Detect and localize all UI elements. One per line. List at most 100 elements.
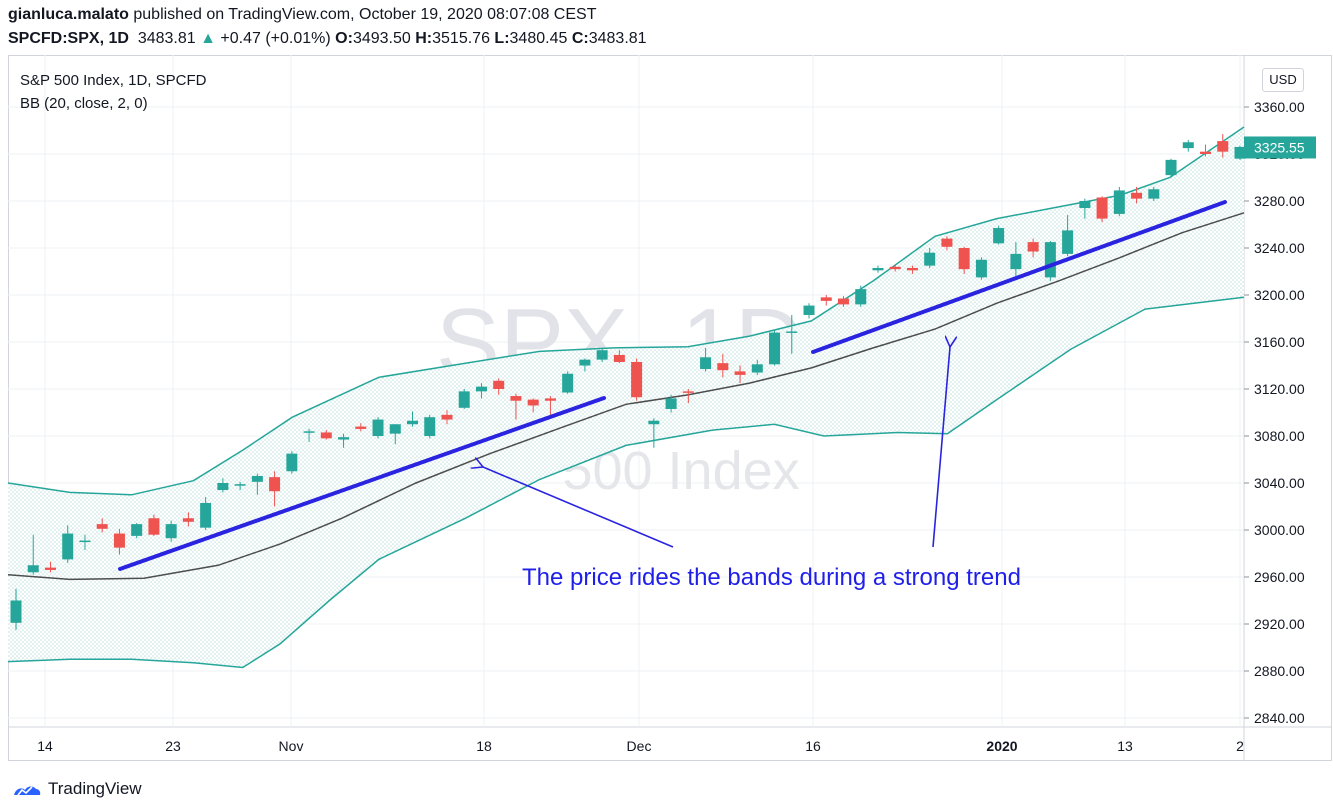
candle[interactable]	[62, 525, 74, 563]
candle-body	[389, 424, 401, 434]
price-tick-label: 2960.00	[1254, 569, 1305, 585]
candle-body	[975, 259, 987, 278]
candle[interactable]	[700, 347, 712, 372]
candles[interactable]	[10, 134, 1246, 630]
chart-frame[interactable]: SPX, 1D S&P 500 Index 3360.003320.003280…	[8, 55, 1332, 761]
candle[interactable]	[562, 371, 574, 394]
candle[interactable]	[10, 588, 22, 630]
candle[interactable]	[217, 478, 229, 493]
candle[interactable]	[113, 528, 125, 555]
candle[interactable]	[355, 423, 367, 432]
candle-body	[544, 398, 556, 401]
publisher-text: published on TradingView.com, October 19…	[128, 6, 597, 23]
candle[interactable]	[44, 561, 56, 573]
candle-body	[113, 533, 125, 548]
candle[interactable]	[527, 398, 539, 413]
candle[interactable]	[941, 236, 953, 251]
candle[interactable]	[544, 396, 556, 415]
high-value: 3515.76	[432, 30, 490, 47]
candle[interactable]	[165, 520, 177, 542]
candle-body	[786, 331, 798, 333]
candle[interactable]	[717, 353, 729, 378]
indicator-legend[interactable]: BB (20, close, 2, 0)	[20, 95, 148, 112]
candle[interactable]	[1044, 240, 1056, 281]
candle[interactable]	[975, 257, 987, 280]
candle[interactable]	[889, 264, 901, 272]
candle[interactable]	[769, 330, 781, 366]
candle[interactable]	[1131, 186, 1143, 204]
candle[interactable]	[751, 359, 763, 375]
candle[interactable]	[786, 314, 798, 354]
candle[interactable]	[96, 518, 108, 533]
candle[interactable]	[269, 471, 281, 507]
candle[interactable]	[1027, 238, 1039, 258]
price-axis[interactable]: 3360.003320.003280.003240.003200.003160.…	[1244, 99, 1316, 726]
candle[interactable]	[441, 410, 453, 425]
candle[interactable]	[1165, 158, 1177, 178]
candle-body	[1131, 192, 1143, 199]
candle[interactable]	[475, 383, 487, 399]
candle[interactable]	[200, 497, 212, 530]
candle[interactable]	[665, 394, 677, 413]
candle[interactable]	[1062, 215, 1074, 257]
candle[interactable]	[579, 358, 591, 372]
candle[interactable]	[1182, 139, 1194, 152]
candle-body	[924, 252, 936, 266]
candle[interactable]	[596, 349, 608, 362]
lower-band	[8, 296, 1245, 669]
currency-button[interactable]: USD	[1262, 68, 1304, 92]
candle[interactable]	[493, 378, 505, 395]
candle[interactable]	[338, 433, 350, 448]
candle[interactable]	[79, 534, 91, 550]
price-tick-label: 3040.00	[1254, 475, 1305, 491]
candle[interactable]	[682, 389, 694, 404]
candle[interactable]	[372, 417, 384, 439]
candle[interactable]	[182, 512, 194, 527]
candle[interactable]	[837, 296, 849, 307]
candlestick-chart[interactable]: SPX, 1D S&P 500 Index 3360.003320.003280…	[8, 55, 1332, 761]
candle[interactable]	[286, 451, 298, 474]
candle[interactable]	[320, 430, 332, 440]
candle-body	[165, 524, 177, 539]
candle[interactable]	[1079, 198, 1091, 219]
footer[interactable]: TradingView	[12, 777, 142, 801]
candle[interactable]	[1010, 242, 1022, 279]
candle[interactable]	[958, 246, 970, 274]
candle[interactable]	[734, 365, 746, 384]
candle[interactable]	[424, 414, 436, 439]
time-axis[interactable]: 14 23 Nov 18 Dec 16 2020 13 2	[37, 738, 1244, 754]
candle[interactable]	[613, 350, 625, 364]
candle[interactable]	[1096, 196, 1108, 223]
trendline-2	[811, 200, 1227, 354]
candle[interactable]	[1234, 145, 1246, 160]
candle[interactable]	[234, 481, 246, 491]
candle[interactable]	[648, 418, 660, 448]
candle[interactable]	[803, 303, 815, 319]
candle[interactable]	[131, 522, 143, 539]
candle[interactable]	[872, 265, 884, 273]
candle[interactable]	[407, 411, 419, 427]
candle[interactable]	[993, 225, 1005, 245]
candle[interactable]	[631, 358, 643, 401]
candle[interactable]	[510, 393, 522, 420]
candle[interactable]	[855, 285, 867, 307]
candle[interactable]	[27, 534, 39, 575]
last-price-tag: 3325.55	[1244, 136, 1316, 159]
candle-body	[10, 600, 22, 623]
candle[interactable]	[924, 248, 936, 268]
candle-body	[665, 398, 677, 409]
candle[interactable]	[1200, 144, 1212, 157]
chart-legend-title[interactable]: S&P 500 Index, 1D, SPCFD	[20, 72, 207, 89]
candle[interactable]	[1217, 134, 1229, 158]
candle[interactable]	[1113, 186, 1125, 217]
candle[interactable]	[389, 424, 401, 445]
time-tick-label: 14	[37, 738, 53, 754]
candle-body	[200, 502, 212, 528]
candle[interactable]	[458, 389, 470, 409]
candle[interactable]	[1148, 186, 1160, 201]
candle[interactable]	[906, 265, 918, 274]
candle[interactable]	[820, 295, 832, 306]
candle[interactable]	[251, 473, 263, 495]
candle[interactable]	[303, 428, 315, 442]
candle[interactable]	[148, 514, 160, 536]
